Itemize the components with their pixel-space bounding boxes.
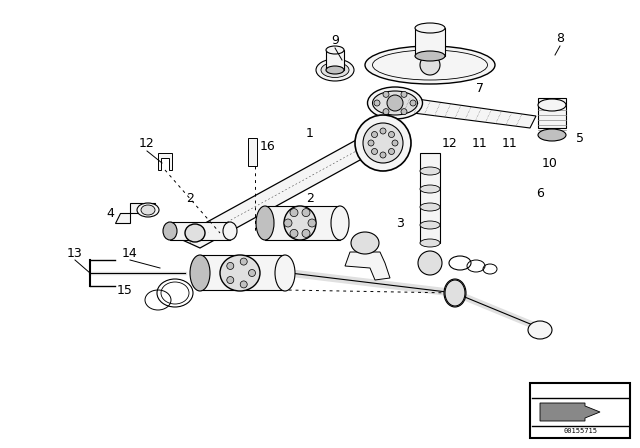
Circle shape	[374, 100, 380, 106]
Circle shape	[227, 276, 234, 284]
Text: 6: 6	[536, 186, 544, 199]
Ellipse shape	[367, 87, 422, 119]
Circle shape	[248, 270, 255, 276]
Circle shape	[383, 109, 389, 115]
Ellipse shape	[445, 280, 465, 306]
Ellipse shape	[331, 206, 349, 240]
Ellipse shape	[275, 255, 295, 291]
Circle shape	[383, 91, 389, 97]
Circle shape	[420, 55, 440, 75]
Circle shape	[392, 140, 398, 146]
Circle shape	[371, 132, 378, 138]
Text: 12: 12	[442, 137, 458, 150]
Circle shape	[380, 128, 386, 134]
Circle shape	[355, 115, 411, 171]
Polygon shape	[390, 96, 536, 128]
Circle shape	[290, 229, 298, 237]
Ellipse shape	[316, 59, 354, 81]
Polygon shape	[540, 403, 600, 421]
Circle shape	[388, 132, 394, 138]
Polygon shape	[170, 222, 230, 240]
Circle shape	[308, 219, 316, 227]
Ellipse shape	[185, 224, 205, 242]
Text: 2: 2	[306, 191, 314, 204]
FancyBboxPatch shape	[248, 138, 257, 166]
Circle shape	[371, 148, 378, 155]
Ellipse shape	[223, 222, 237, 240]
Circle shape	[418, 251, 442, 275]
Ellipse shape	[420, 221, 440, 229]
Text: 15: 15	[117, 284, 133, 297]
Ellipse shape	[538, 129, 566, 141]
Text: 4: 4	[106, 207, 114, 220]
Ellipse shape	[415, 23, 445, 33]
Text: 5: 5	[576, 132, 584, 145]
Ellipse shape	[284, 206, 316, 240]
Polygon shape	[178, 128, 400, 248]
Text: 16: 16	[260, 139, 276, 152]
Polygon shape	[420, 153, 440, 243]
Text: 9: 9	[331, 34, 339, 47]
Circle shape	[410, 100, 416, 106]
Text: 2: 2	[186, 191, 194, 204]
Ellipse shape	[326, 46, 344, 54]
Polygon shape	[115, 203, 155, 223]
Text: 11: 11	[472, 137, 488, 150]
Ellipse shape	[137, 203, 159, 217]
Ellipse shape	[538, 99, 566, 111]
Ellipse shape	[256, 206, 274, 240]
Circle shape	[363, 123, 403, 163]
Ellipse shape	[326, 66, 344, 74]
Ellipse shape	[372, 91, 417, 115]
Ellipse shape	[372, 50, 488, 80]
Polygon shape	[326, 50, 344, 70]
Text: 7: 7	[476, 82, 484, 95]
Polygon shape	[345, 252, 390, 280]
Circle shape	[380, 152, 386, 158]
Circle shape	[240, 258, 247, 265]
Ellipse shape	[420, 185, 440, 193]
Ellipse shape	[528, 321, 552, 339]
Circle shape	[240, 281, 247, 288]
Circle shape	[388, 148, 394, 155]
Ellipse shape	[415, 51, 445, 61]
Circle shape	[227, 263, 234, 269]
Polygon shape	[538, 98, 566, 128]
Text: 13: 13	[67, 246, 83, 259]
Text: 11: 11	[502, 137, 518, 150]
Ellipse shape	[321, 63, 349, 78]
Text: 10: 10	[542, 156, 558, 169]
Circle shape	[284, 219, 292, 227]
Circle shape	[290, 209, 298, 216]
Circle shape	[302, 229, 310, 237]
Ellipse shape	[141, 205, 155, 215]
Ellipse shape	[420, 239, 440, 247]
Ellipse shape	[190, 255, 210, 291]
Ellipse shape	[220, 255, 260, 291]
Polygon shape	[415, 28, 445, 56]
Bar	[530, 383, 630, 438]
Ellipse shape	[420, 167, 440, 175]
Ellipse shape	[420, 203, 440, 211]
Text: 14: 14	[122, 246, 138, 259]
Ellipse shape	[444, 279, 466, 307]
Polygon shape	[200, 255, 285, 290]
Text: 12: 12	[139, 137, 155, 150]
Circle shape	[387, 95, 403, 111]
Polygon shape	[265, 206, 340, 240]
Text: 00155715: 00155715	[563, 428, 597, 434]
Circle shape	[401, 91, 407, 97]
Polygon shape	[158, 153, 172, 170]
Ellipse shape	[365, 46, 495, 84]
Text: 1: 1	[306, 126, 314, 139]
Text: 8: 8	[556, 31, 564, 44]
Circle shape	[302, 209, 310, 216]
Ellipse shape	[351, 232, 379, 254]
Circle shape	[368, 140, 374, 146]
Text: 3: 3	[396, 216, 404, 229]
Ellipse shape	[163, 222, 177, 240]
Circle shape	[401, 109, 407, 115]
